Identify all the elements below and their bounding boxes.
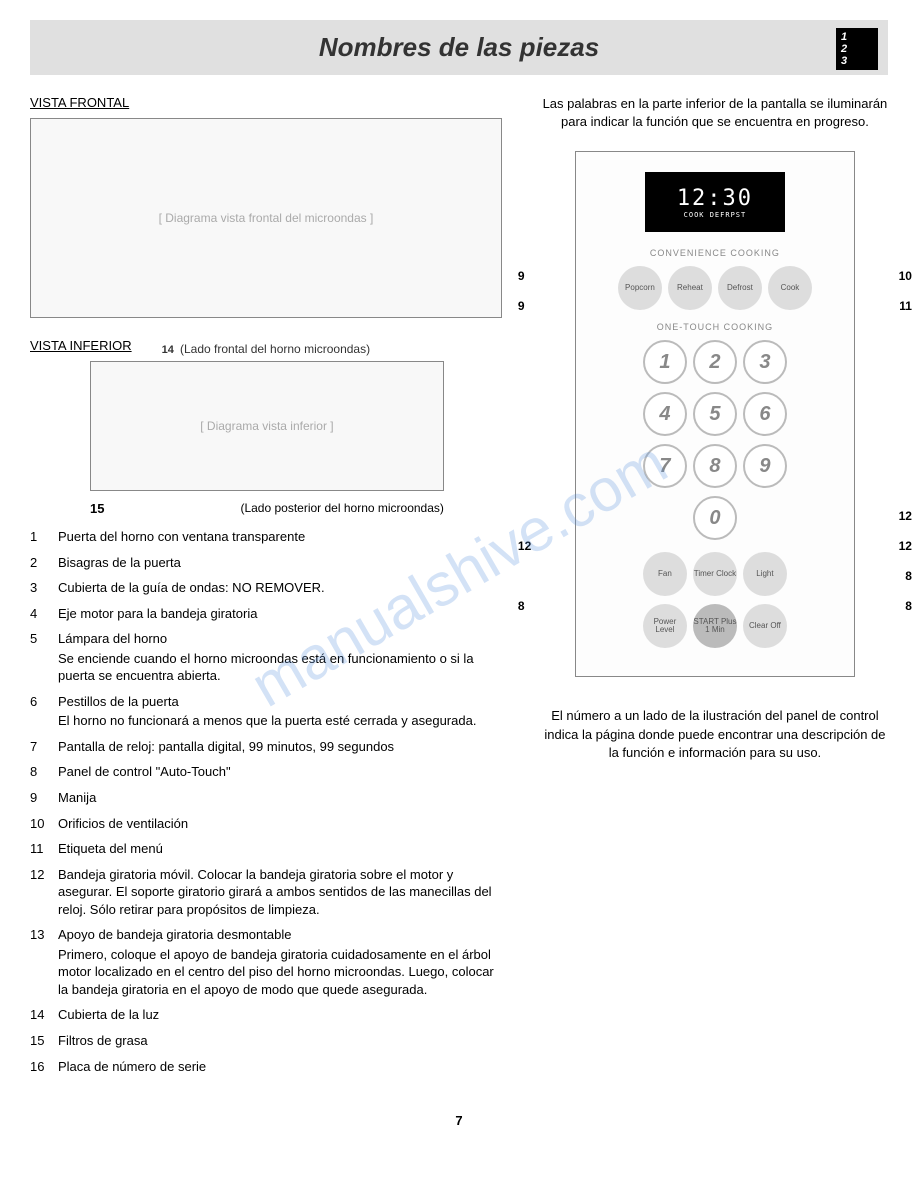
section-convenience: CONVENIENCE COOKING: [586, 248, 844, 258]
icon-step-2: 2: [841, 43, 847, 55]
keypad-1[interactable]: 1: [643, 340, 687, 384]
part-item: 7Pantalla de reloj: pantalla digital, 99…: [30, 738, 502, 756]
part-item: 12Bandeja giratoria móvil. Colocar la ba…: [30, 866, 502, 919]
callout-left: 8: [518, 599, 525, 613]
panel-display: 12:30 COOK DEFRPST: [645, 172, 785, 232]
convenience-row: Popcorn Reheat Defrost Cook: [586, 266, 844, 310]
front-view-diagram: [ Diagrama vista frontal del microondas …: [30, 118, 502, 318]
right-column: Las palabras en la parte inferior de la …: [522, 95, 908, 1083]
part-item: 15Filtros de grasa: [30, 1032, 502, 1050]
keypad-6[interactable]: 6: [743, 392, 787, 436]
part-item: 8Panel de control "Auto-Touch": [30, 763, 502, 781]
part-item: 2Bisagras de la puerta: [30, 554, 502, 572]
keypad-9[interactable]: 9: [743, 444, 787, 488]
callout-right: 12: [899, 539, 912, 553]
icon-step-1: 1: [841, 31, 847, 43]
part-item: 1Puerta del horno con ventana transparen…: [30, 528, 502, 546]
panel-intro: Las palabras en la parte inferior de la …: [522, 95, 908, 131]
callout-left: 9: [518, 269, 525, 283]
power-level-button[interactable]: Power Level: [643, 604, 687, 648]
part-item: 14Cubierta de la luz: [30, 1006, 502, 1024]
parts-list: 1Puerta del horno con ventana transparen…: [30, 528, 502, 1075]
start-button[interactable]: START Plus 1 Min: [693, 604, 737, 648]
popcorn-button[interactable]: Popcorn: [618, 266, 662, 310]
defrost-button[interactable]: Defrost: [718, 266, 762, 310]
callout-left: 9: [518, 299, 525, 313]
keypad-8[interactable]: 8: [693, 444, 737, 488]
keypad-5[interactable]: 5: [693, 392, 737, 436]
part-item: 13Apoyo de bandeja giratoria desmontable…: [30, 926, 502, 998]
light-button[interactable]: Light: [743, 552, 787, 596]
callout-right: 8: [905, 599, 912, 613]
display-modes: COOK DEFRPST: [684, 211, 747, 219]
part-item: 11Etiqueta del menú: [30, 840, 502, 858]
caption-front: (Lado frontal del horno microondas): [180, 342, 370, 356]
bottom-view-title: VISTA INFERIOR: [30, 338, 132, 353]
keypad-0[interactable]: 0: [693, 496, 737, 540]
timer-clock-button[interactable]: Timer Clock: [693, 552, 737, 596]
header-bar: Nombres de las piezas 1 2 3: [30, 20, 888, 75]
icon-step-3: 3: [841, 55, 847, 67]
bottom-view-diagram: [ Diagrama vista inferior ]: [90, 361, 444, 491]
label-14: 14: [162, 344, 174, 356]
front-view-title: VISTA FRONTAL: [30, 95, 129, 110]
reheat-button[interactable]: Reheat: [668, 266, 712, 310]
callout-right: 12: [899, 509, 912, 523]
part-item: 10Orificios de ventilación: [30, 815, 502, 833]
page-number: 7: [30, 1113, 888, 1128]
part-item: 16Placa de número de serie: [30, 1058, 502, 1076]
part-item: 9Manija: [30, 789, 502, 807]
part-item: 3Cubierta de la guía de ondas: NO REMOVE…: [30, 579, 502, 597]
callout-right: 8: [905, 569, 912, 583]
label-15: 15: [90, 501, 104, 516]
keypad-7[interactable]: 7: [643, 444, 687, 488]
steps-icon: 1 2 3: [836, 28, 878, 70]
keypad-4[interactable]: 4: [643, 392, 687, 436]
part-item: 6Pestillos de la puertaEl horno no funci…: [30, 693, 502, 730]
keypad-2[interactable]: 2: [693, 340, 737, 384]
control-panel: 12:30 COOK DEFRPST CONVENIENCE COOKING P…: [575, 151, 855, 677]
part-item: 4Eje motor para la bandeja giratoria: [30, 605, 502, 623]
section-onetouch: ONE-TOUCH COOKING: [586, 322, 844, 332]
panel-footer-note: El número a un lado de la ilustración de…: [522, 707, 908, 762]
part-item: 5Lámpara del hornoSe enciende cuando el …: [30, 630, 502, 685]
keypad-3[interactable]: 3: [743, 340, 787, 384]
fan-button[interactable]: Fan: [643, 552, 687, 596]
clear-off-button[interactable]: Clear Off: [743, 604, 787, 648]
callout-right: 10: [899, 269, 912, 283]
page-title: Nombres de las piezas: [319, 32, 599, 62]
callout-left: 12: [518, 539, 531, 553]
callout-right: 11: [899, 299, 912, 313]
left-column: VISTA FRONTAL [ Diagrama vista frontal d…: [30, 95, 502, 1083]
display-time: 12:30: [677, 186, 753, 211]
caption-back: (Lado posterior del horno microondas): [240, 501, 443, 516]
cook-button[interactable]: Cook: [768, 266, 812, 310]
